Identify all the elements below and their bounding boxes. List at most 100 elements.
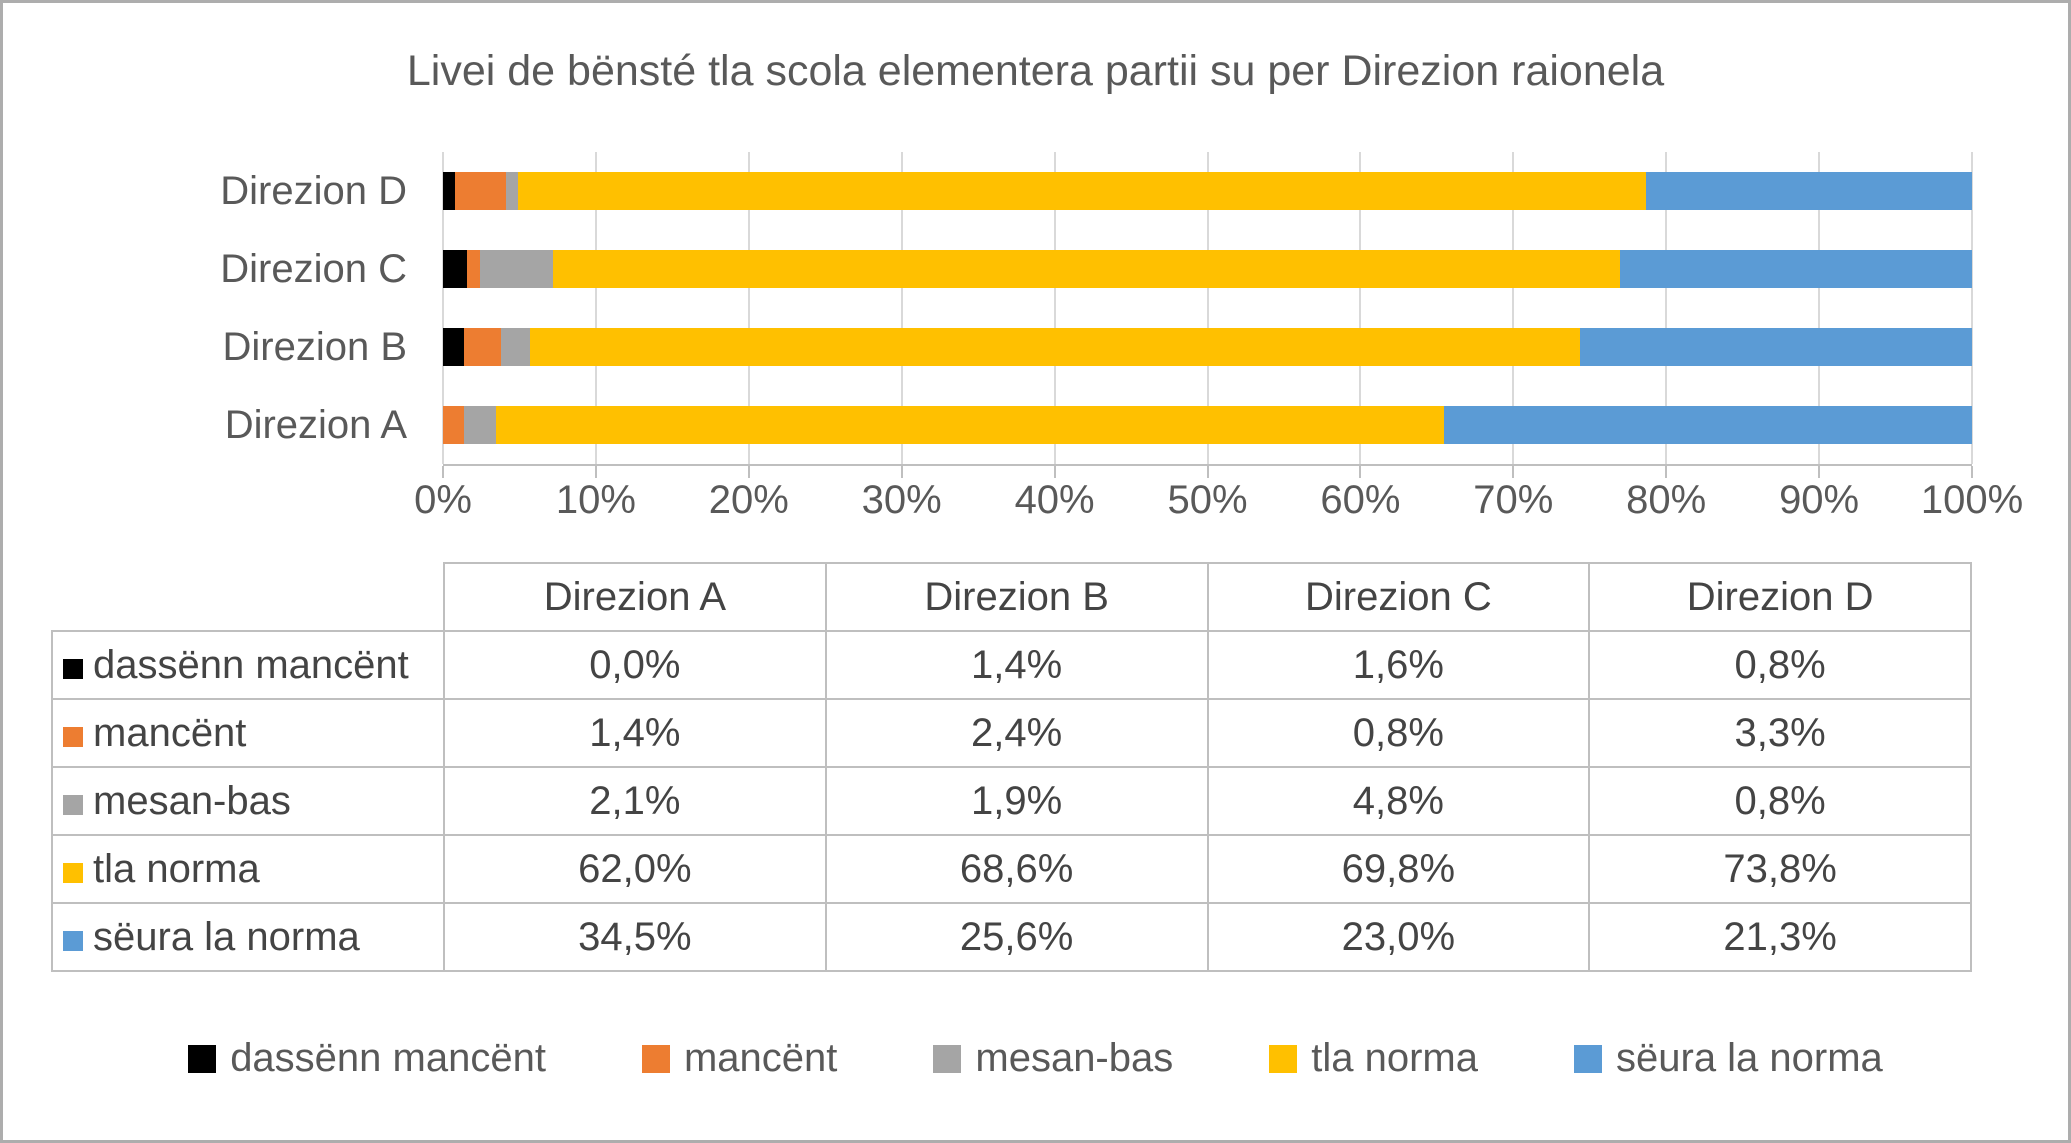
bar-chart: Direzion D Direzion C Direzion B Direzion A… [51, 152, 2023, 522]
gridline [900, 152, 903, 464]
bar-segment-dassënn-mancënt [443, 328, 465, 366]
table-row-header-mancënt: mancënt [51, 698, 445, 768]
legend-label: dassënn mancënt [230, 1036, 546, 1080]
legend-swatch-icon [641, 1044, 670, 1073]
table-row-tla-norma: tla norma 62,0% 68,6% 69,8% 73,8% [51, 834, 1972, 904]
table-row-header-sëura-la-norma: sëura la norma [51, 902, 445, 972]
category-label-direzion-d: Direzion D [220, 168, 407, 213]
stacked-bar-direzion-d [443, 172, 1972, 210]
bar-segment-sëura-la-norma [1580, 328, 1972, 366]
bar-rows [443, 152, 1972, 464]
series-swatch-icon [63, 658, 83, 679]
bar-segment-tla-norma [553, 250, 1621, 288]
table-cell-mesan-bas-direzion-a: 2,1% [443, 766, 827, 836]
table-row-header-dassënn-mancënt: dassënn mancënt [51, 630, 445, 700]
category-axis: Direzion D Direzion C Direzion B Direzion A [51, 152, 443, 466]
bar-row-direzion-b [443, 308, 1972, 386]
axis-tick [900, 466, 903, 478]
series-name: sëura la norma [93, 914, 360, 959]
table-cell-mesan-bas-direzion-c: 4,8% [1206, 766, 1591, 836]
table-cell-dassënn-mancënt-direzion-d: 0,8% [1588, 630, 1972, 700]
gridline [1512, 152, 1515, 464]
axis-tick-label: 80% [1626, 478, 1707, 522]
table-cell-mancënt-direzion-c: 0,8% [1206, 698, 1591, 768]
axis-tick-label: 100% [1920, 478, 2024, 522]
gridline [1206, 152, 1209, 464]
axis-tick-label: 10% [555, 478, 636, 522]
legend-label: tla norma [1311, 1036, 1478, 1080]
chart-content: Direzion D Direzion C Direzion B Direzion A… [51, 152, 2023, 972]
series-swatch-icon [63, 726, 83, 747]
table-cell-dassënn-mancënt-direzion-b: 1,4% [824, 630, 1209, 700]
gridline [1971, 152, 1973, 464]
stacked-bar-direzion-c [443, 250, 1972, 288]
axis-tick-label: 70% [1473, 478, 1554, 522]
bar-segment-mesan-bas [479, 250, 554, 288]
legend-label: sëura la norma [1616, 1036, 1883, 1080]
series-swatch-icon [63, 930, 83, 951]
bar-segment-sëura-la-norma [1620, 250, 1972, 288]
table-corner-cell [52, 563, 444, 631]
series-swatch-icon [63, 794, 83, 815]
axis-tick [1512, 466, 1515, 478]
table-cell-mesan-bas-direzion-d: 0,8% [1588, 766, 1972, 836]
table-cell-sëura-la-norma-direzion-b: 25,6% [824, 902, 1209, 972]
table-cell-sëura-la-norma-direzion-d: 21,3% [1588, 902, 1972, 972]
gridline [1053, 152, 1056, 464]
table-cell-tla-norma-direzion-c: 69,8% [1206, 834, 1591, 904]
table-cell-dassënn-mancënt-direzion-c: 1,6% [1206, 630, 1591, 700]
table-cell-sëura-la-norma-direzion-a: 34,5% [443, 902, 827, 972]
series-name: dassënn mancënt [93, 642, 409, 687]
legend-label: mesan-bas [975, 1036, 1174, 1080]
axis-tick-label: 60% [1320, 478, 1401, 522]
legend-swatch-icon [1574, 1044, 1602, 1073]
series-swatch-icon [63, 862, 83, 883]
table-cell-mesan-bas-direzion-b: 1,9% [824, 766, 1209, 836]
category-label-direzion-c: Direzion C [220, 246, 407, 291]
table-row-header-mesan-bas: mesan-bas [51, 766, 445, 836]
legend-item-sëura-la-norma: sëura la norma [1574, 1036, 1883, 1081]
axis-tick [1359, 466, 1362, 478]
axis-tick-label: 50% [1167, 478, 1248, 522]
legend-swatch-icon [933, 1044, 962, 1073]
bar-row-direzion-d [443, 152, 1972, 230]
gridline [747, 152, 750, 464]
bar-segment-tla-norma [530, 328, 1581, 366]
bar-segment-mesan-bas [505, 172, 518, 210]
bar-segment-mancënt [443, 406, 465, 444]
axis-tick [1206, 466, 1209, 478]
table-col-header-direzion-a: Direzion A [443, 562, 827, 632]
data-table: Direzion A Direzion B Direzion C Direzion D… [51, 562, 1972, 972]
legend-swatch-icon [1269, 1044, 1298, 1073]
table-col-header-direzion-d: Direzion D [1588, 562, 1972, 632]
gridline [1818, 152, 1821, 464]
legend-item-mesan-bas: mesan-bas [933, 1036, 1173, 1081]
bar-segment-mesan-bas [464, 406, 497, 444]
bar-segment-dassënn-mancënt [443, 250, 468, 288]
bar-segment-mancënt [455, 172, 506, 210]
x-axis-spacer [51, 466, 443, 522]
legend-label: mancënt [683, 1036, 838, 1080]
chart-title: Livei de bënsté tla scola elementera par… [406, 47, 1665, 95]
legend-swatch-icon [188, 1044, 217, 1073]
table-cell-tla-norma-direzion-d: 73,8% [1588, 834, 1972, 904]
gridline [594, 152, 597, 464]
bar-segment-dassënn-mancënt [443, 172, 456, 210]
legend-item-dassënn-mancënt: dassënn mancënt [188, 1036, 546, 1081]
axis-tick-label: 90% [1779, 478, 1860, 522]
bar-segment-mancënt [464, 328, 502, 366]
axis-tick-label: 20% [708, 478, 789, 522]
legend-item-tla-norma: tla norma [1269, 1036, 1478, 1081]
series-name: tla norma [93, 846, 260, 891]
bar-segment-sëura-la-norma [1444, 406, 1972, 444]
table-cell-tla-norma-direzion-b: 68,6% [824, 834, 1209, 904]
bar-row-direzion-c [443, 230, 1972, 308]
axis-tick [1053, 466, 1056, 478]
table-cell-sëura-la-norma-direzion-c: 23,0% [1206, 902, 1591, 972]
gridlines [442, 152, 1973, 464]
table-row-header-tla-norma: tla norma [51, 834, 445, 904]
x-axis-row: 0% 10% 20% 30% 40% 50% 60% 70% 80% 90% 100% [51, 466, 2023, 522]
axis-tick-label: 0% [414, 478, 472, 522]
category-label-direzion-b: Direzion B [222, 324, 407, 369]
